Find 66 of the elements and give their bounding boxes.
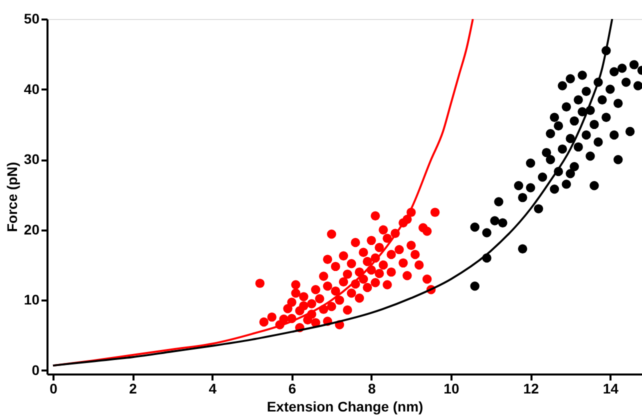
point	[598, 95, 607, 104]
point	[566, 169, 575, 178]
point	[494, 197, 504, 206]
point	[554, 121, 564, 130]
point	[574, 142, 583, 152]
point	[610, 130, 619, 140]
y-tick-label: 50	[24, 10, 40, 26]
y-tick-label: 10	[24, 292, 40, 308]
point	[546, 154, 556, 164]
x-tick-label: 6	[288, 380, 296, 396]
point	[558, 81, 568, 90]
x-tick-label: 10	[444, 380, 460, 396]
x-tick-label: 4	[208, 380, 217, 396]
point	[490, 216, 500, 226]
point	[586, 151, 595, 161]
point	[514, 181, 524, 190]
y-tick-label: 30	[24, 151, 40, 168]
point	[562, 180, 571, 189]
y-tick-label: 0	[32, 362, 40, 378]
point	[602, 112, 611, 122]
point	[614, 154, 623, 164]
x-tick-label: 8	[368, 380, 376, 396]
x-tick-label: 0	[50, 380, 58, 396]
point	[629, 60, 639, 70]
point	[550, 184, 560, 194]
x-tick-label: 14	[602, 380, 619, 396]
point	[558, 144, 568, 154]
point	[617, 64, 627, 73]
point	[518, 192, 528, 202]
point	[594, 137, 603, 147]
point	[570, 162, 579, 172]
point	[578, 70, 587, 80]
point	[590, 120, 599, 130]
y-axis-title: Force (pN)	[4, 162, 20, 232]
point	[582, 86, 591, 96]
point	[570, 116, 579, 126]
point	[498, 218, 508, 228]
point	[590, 181, 599, 190]
point	[582, 130, 591, 140]
point	[625, 126, 635, 136]
point	[610, 67, 619, 76]
x-tick-label: 2	[129, 380, 138, 396]
point	[566, 74, 575, 84]
point	[470, 222, 480, 232]
point	[566, 134, 575, 144]
point	[526, 183, 536, 192]
point	[606, 84, 615, 94]
point	[470, 282, 480, 291]
point	[546, 128, 556, 138]
point	[538, 172, 548, 182]
x-axis-title: Extension Change (nm)	[266, 398, 424, 414]
point	[633, 81, 642, 90]
point	[518, 244, 528, 254]
point	[574, 95, 583, 104]
point	[534, 204, 544, 214]
point	[614, 98, 623, 108]
x-tick-label: 12	[523, 380, 540, 396]
y-tick-label: 20	[24, 221, 40, 238]
point	[621, 78, 631, 87]
point	[550, 112, 560, 122]
point	[482, 228, 492, 238]
y-tick-label: 40	[24, 80, 40, 97]
line-series	[52, 19, 614, 367]
point	[526, 158, 536, 168]
point	[542, 148, 552, 158]
point	[562, 102, 571, 112]
